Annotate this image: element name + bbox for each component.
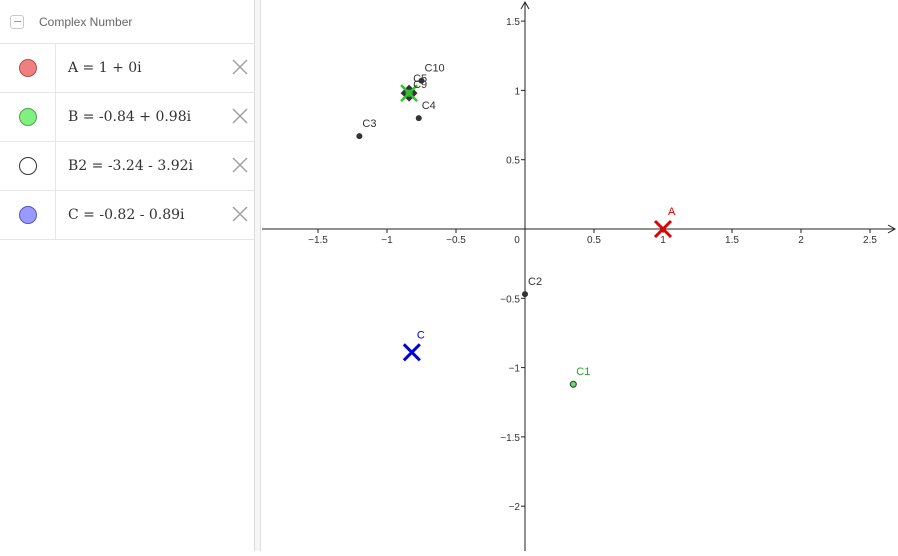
point-b[interactable]: C5C9 (400, 73, 428, 103)
point-c2[interactable]: C2 (522, 276, 542, 298)
delete-icon[interactable] (230, 204, 250, 224)
point-icon (418, 77, 425, 84)
expression-text[interactable]: A = 1 + 0i (68, 60, 142, 76)
y-tick-label: 0.5 (506, 156, 520, 167)
x-tick-label: 2.5 (863, 235, 877, 246)
x-tick-label: 0 (514, 235, 520, 246)
coordinate-plane[interactable]: −1.5 −1 −0.5 0 0.5 1 1.5 2 2.5 1.5 1 0.5 −0.5 −1 −1.5 −… (262, 0, 898, 551)
point-icon (569, 380, 577, 388)
cross-icon (653, 219, 673, 239)
point-a[interactable]: A (653, 206, 676, 239)
visibility-toggle[interactable] (0, 142, 56, 190)
cross-icon (402, 343, 421, 362)
x-tick-label: −1.5 (308, 235, 328, 246)
point-label: C4 (422, 100, 436, 112)
x-tick-label: 1.5 (725, 235, 739, 246)
point-label: C1 (576, 366, 590, 378)
x-tick-label: 0.5 (587, 235, 601, 246)
x-axis-arrow (887, 224, 897, 234)
visibility-toggle[interactable] (0, 44, 56, 92)
point-icon (356, 133, 363, 140)
marble-icon (18, 206, 37, 224)
y-tick-label: −2 (509, 502, 521, 513)
point-label: C (417, 329, 425, 341)
point-label: A (668, 206, 676, 218)
expression-text[interactable]: B2 = -3.24 - 3.92i (68, 158, 194, 174)
marble-icon (18, 108, 37, 126)
point-c1[interactable]: C1 (569, 366, 590, 388)
x-tick-label: −1 (381, 235, 393, 246)
point-label: C3 (362, 118, 376, 130)
marble-icon (18, 157, 37, 175)
y-axis-arrow (520, 0, 530, 10)
algebra-rows: A = 1 + 0i B = -0.84 + 0.98i B2 = -3.24 - … (0, 44, 254, 240)
algebra-view: Complex Number A = 1 + 0i B = -0.84 + 0.9… (0, 0, 255, 551)
marble-icon (18, 59, 37, 77)
point-c10[interactable]: C10 (418, 63, 445, 84)
y-tick-label: 1.5 (506, 17, 520, 28)
y-tick-label: −1 (509, 364, 521, 375)
expression-text[interactable]: C = -0.82 - 0.89i (68, 207, 185, 223)
point-c[interactable]: C (402, 329, 425, 362)
point-icon (415, 115, 422, 122)
algebra-row[interactable]: A = 1 + 0i (0, 44, 254, 93)
view-divider[interactable] (255, 0, 261, 551)
x-tick-label: 1 (660, 235, 666, 246)
collapse-icon[interactable] (10, 14, 24, 29)
point-icon (522, 291, 528, 298)
cross-icon (400, 84, 418, 103)
algebra-row[interactable]: B = -0.84 + 0.98i (0, 93, 254, 142)
visibility-toggle[interactable] (0, 191, 56, 239)
delete-icon[interactable] (230, 106, 250, 126)
x-tick-label: −0.5 (446, 235, 466, 246)
point-c3[interactable]: C3 (356, 118, 376, 140)
expression-text[interactable]: B = -0.84 + 0.98i (68, 109, 192, 125)
group-title: Complex Number (39, 14, 133, 29)
group-header: Complex Number (0, 0, 254, 44)
y-tick-label: −1.5 (500, 433, 520, 444)
visibility-toggle[interactable] (0, 93, 56, 141)
point-label: C2 (528, 276, 542, 288)
point-icon (405, 89, 413, 97)
y-tick-label: −0.5 (500, 294, 520, 305)
y-tick-label: 1 (514, 86, 520, 97)
point-c4[interactable]: C4 (415, 100, 436, 122)
x-tick-label: 2 (798, 235, 804, 246)
point-label: C10 (425, 63, 445, 75)
graphics-view[interactable]: −1.5 −1 −0.5 0 0.5 1 1.5 2 2.5 1.5 1 0.5 −0.5 −1 −1.5 −… (262, 0, 898, 551)
algebra-row[interactable]: B2 = -3.24 - 3.92i (0, 142, 254, 191)
delete-icon[interactable] (230, 57, 250, 77)
delete-icon[interactable] (230, 155, 250, 175)
algebra-row[interactable]: C = -0.82 - 0.89i (0, 191, 254, 240)
